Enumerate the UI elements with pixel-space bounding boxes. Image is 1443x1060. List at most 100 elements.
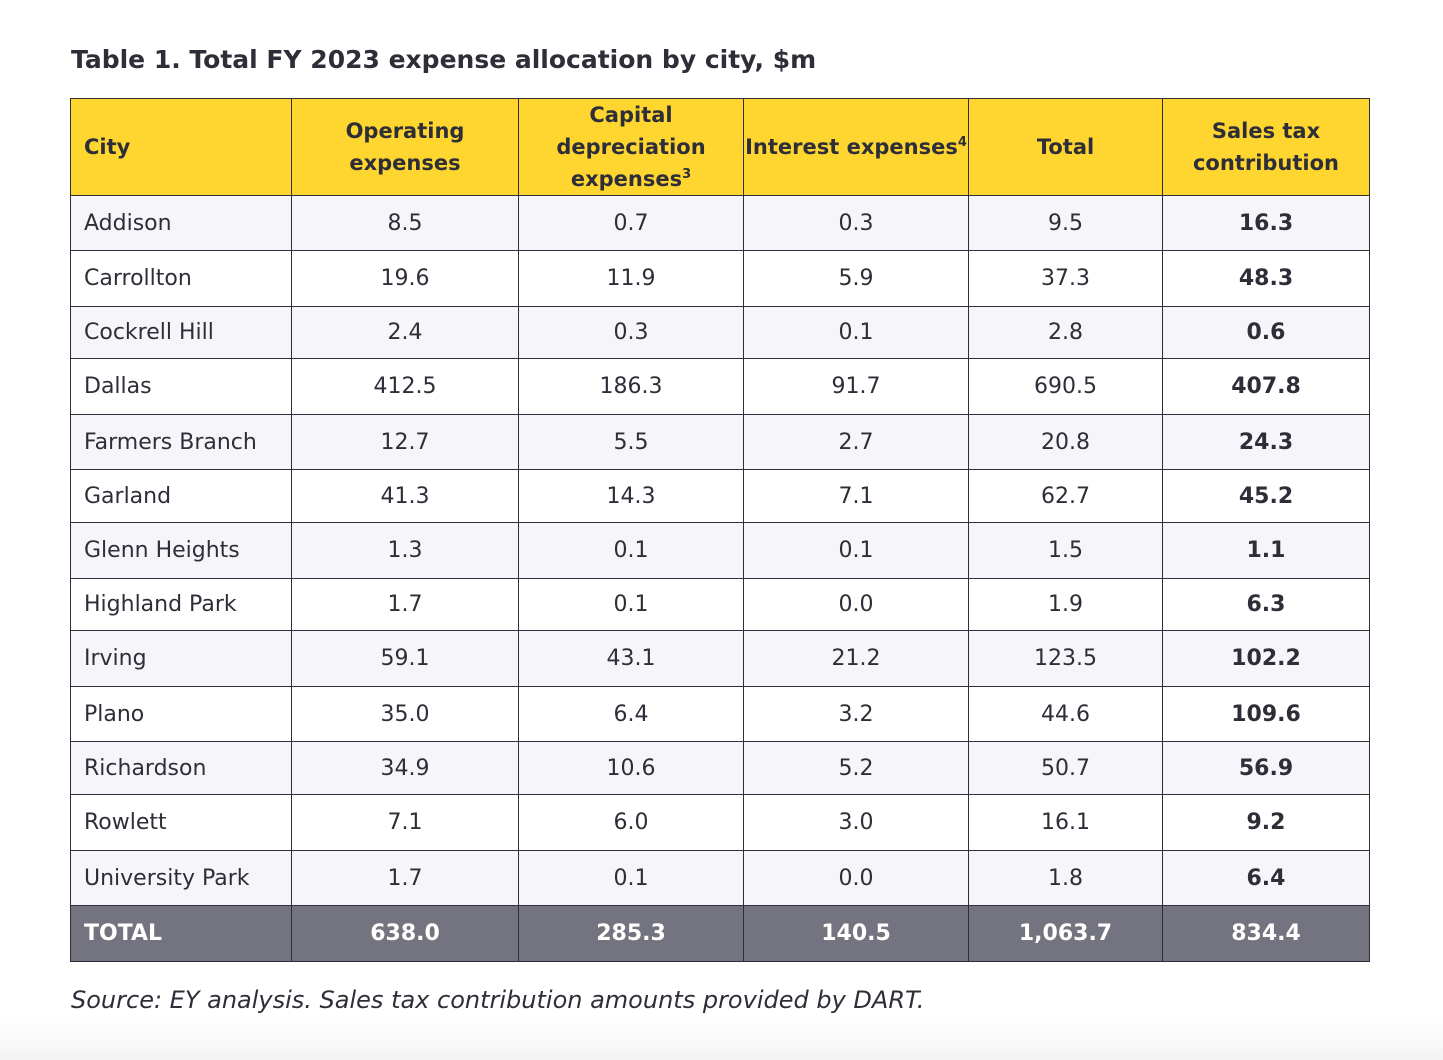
table-row: University Park 1.7 0.1 0.0 1.8 6.4 [70,850,1370,906]
cell-sales-tax: 102.2 [1162,630,1370,687]
cell-operating: 1.7 [291,578,519,631]
cell-capital: 6.4 [518,686,744,742]
cell-capital: 0.1 [518,850,744,906]
header-capital-depreciation: Capital depreciation expenses3 [518,98,744,196]
cell-sales-tax: 9.2 [1162,794,1370,851]
cell-operating: 412.5 [291,358,519,415]
header-city: City [70,98,292,196]
cell-sales-tax: 45.2 [1162,469,1370,523]
cell-city: Farmers Branch [70,414,292,470]
cell-interest: 0.3 [743,195,969,251]
cell-city: Dallas [70,358,292,415]
cell-city: Garland [70,469,292,523]
cell-total: 20.8 [968,414,1163,470]
cell-total: 1.9 [968,578,1163,631]
total-capital: 285.3 [518,905,744,962]
table-row: Cockrell Hill 2.4 0.3 0.1 2.8 0.6 [70,306,1370,359]
header-interest-expenses: Interest expenses4 [743,98,969,196]
header-total: Total [968,98,1163,196]
table-row: Irving 59.1 43.1 21.2 123.5 102.2 [70,630,1370,687]
cell-interest: 7.1 [743,469,969,523]
cell-sales-tax: 0.6 [1162,306,1370,359]
cell-total: 44.6 [968,686,1163,742]
cell-city: Richardson [70,741,292,795]
cell-operating: 1.3 [291,522,519,579]
cell-total: 1.8 [968,850,1163,906]
cell-operating: 19.6 [291,250,519,307]
total-interest: 140.5 [743,905,969,962]
cell-total: 1.5 [968,522,1163,579]
cell-sales-tax: 109.6 [1162,686,1370,742]
total-sales-tax: 834.4 [1162,905,1370,962]
table-row: Highland Park 1.7 0.1 0.0 1.9 6.3 [70,578,1370,631]
cell-interest: 21.2 [743,630,969,687]
table-row: Richardson 34.9 10.6 5.2 50.7 56.9 [70,741,1370,795]
cell-operating: 59.1 [291,630,519,687]
footnote-4: 4 [957,135,967,150]
header-interest-label: Interest expenses [745,135,958,159]
cell-sales-tax: 6.4 [1162,850,1370,906]
header-sales-tax: Sales tax contribution [1162,98,1370,196]
cell-capital: 6.0 [518,794,744,851]
header-operating-expenses: Operating expenses [291,98,519,196]
cell-interest: 5.9 [743,250,969,307]
table-row: Glenn Heights 1.3 0.1 0.1 1.5 1.1 [70,522,1370,579]
cell-city: Rowlett [70,794,292,851]
cell-city: University Park [70,850,292,906]
cell-capital: 0.1 [518,522,744,579]
table-row: Rowlett 7.1 6.0 3.0 16.1 9.2 [70,794,1370,851]
table-row: Dallas 412.5 186.3 91.7 690.5 407.8 [70,358,1370,415]
cell-total: 16.1 [968,794,1163,851]
total-row: TOTAL 638.0 285.3 140.5 1,063.7 834.4 [70,905,1370,962]
cell-city: Plano [70,686,292,742]
cell-total: 690.5 [968,358,1163,415]
table-row: Farmers Branch 12.7 5.5 2.7 20.8 24.3 [70,414,1370,470]
header-sales-tax-label: Sales tax contribution [1192,119,1339,175]
cell-capital: 186.3 [518,358,744,415]
cell-city: Cockrell Hill [70,306,292,359]
footnote-3: 3 [682,167,692,182]
cell-interest: 0.0 [743,578,969,631]
table-row: Plano 35.0 6.4 3.2 44.6 109.6 [70,686,1370,742]
cell-interest: 0.0 [743,850,969,906]
cell-city: Irving [70,630,292,687]
cell-sales-tax: 48.3 [1162,250,1370,307]
header-operating-label: Operating expenses [345,119,465,175]
cell-interest: 3.2 [743,686,969,742]
cell-capital: 14.3 [518,469,744,523]
total-label: TOTAL [70,905,292,962]
cell-sales-tax: 56.9 [1162,741,1370,795]
cell-total: 37.3 [968,250,1163,307]
cell-sales-tax: 1.1 [1162,522,1370,579]
source-note: Source: EY analysis. Sales tax contribut… [71,986,925,1014]
cell-city: Glenn Heights [70,522,292,579]
cell-total: 123.5 [968,630,1163,687]
cell-city: Highland Park [70,578,292,631]
expense-allocation-table: City Operating expenses Capital deprecia… [70,98,1370,962]
cell-sales-tax: 24.3 [1162,414,1370,470]
cell-interest: 0.1 [743,306,969,359]
cell-operating: 34.9 [291,741,519,795]
cell-capital: 5.5 [518,414,744,470]
cell-city: Carrollton [70,250,292,307]
cell-sales-tax: 407.8 [1162,358,1370,415]
cell-capital: 0.3 [518,306,744,359]
cell-capital: 11.9 [518,250,744,307]
table-row: Carrollton 19.6 11.9 5.9 37.3 48.3 [70,250,1370,307]
cell-capital: 0.7 [518,195,744,251]
table-header-row: City Operating expenses Capital deprecia… [70,98,1370,196]
cell-operating: 41.3 [291,469,519,523]
cell-operating: 35.0 [291,686,519,742]
total-operating: 638.0 [291,905,519,962]
cell-total: 9.5 [968,195,1163,251]
table-row: Addison 8.5 0.7 0.3 9.5 16.3 [70,195,1370,251]
cell-sales-tax: 16.3 [1162,195,1370,251]
cell-operating: 7.1 [291,794,519,851]
cell-interest: 3.0 [743,794,969,851]
cell-total: 62.7 [968,469,1163,523]
cell-operating: 2.4 [291,306,519,359]
header-capital-label: Capital depreciation expenses [556,103,706,191]
cell-operating: 8.5 [291,195,519,251]
cell-operating: 12.7 [291,414,519,470]
cell-total: 2.8 [968,306,1163,359]
